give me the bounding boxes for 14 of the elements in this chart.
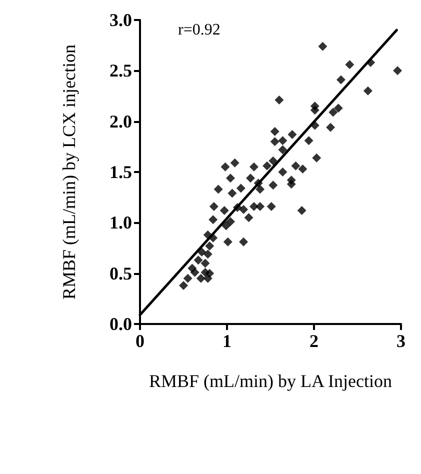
- y-tick-label: 2.5: [110, 60, 132, 81]
- x-tick-label: 1: [222, 331, 232, 351]
- y-tick-label: 3.0: [110, 10, 132, 30]
- x-tick-label: 3: [396, 331, 406, 351]
- x-tick-label: 2: [310, 331, 318, 351]
- y-axis-title: RMBF (mL/min) by LCX injection: [59, 44, 79, 300]
- y-tick-label: 1.5: [110, 162, 132, 182]
- x-tick-label: 0: [136, 331, 144, 351]
- annotation: r=0.92: [178, 22, 220, 38]
- x-axis-title: RMBF (mL/min) by LA Injection: [149, 371, 392, 391]
- y-tick-label: 2.0: [110, 111, 132, 132]
- y-tick-label: 1.0: [110, 212, 132, 233]
- y-tick-label: 0.0: [110, 314, 132, 334]
- y-tick-label: 0.5: [110, 263, 132, 284]
